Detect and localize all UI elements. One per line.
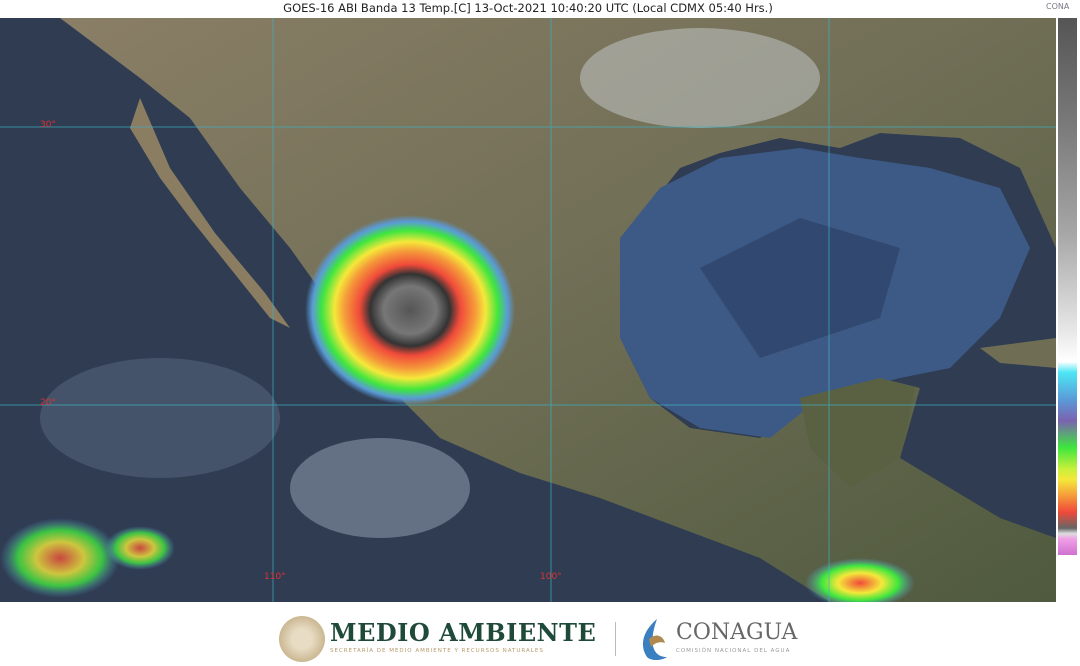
medio-ambiente-subtitle: SECRETARÍA DE MEDIO AMBIENTE Y RECURSOS … (330, 648, 544, 654)
temperature-colorbar (1058, 18, 1077, 555)
conagua-subtitle: COMISIÓN NACIONAL DEL AGUA (676, 648, 791, 654)
image-title: GOES-16 ABI Banda 13 Temp.[C] 13-Oct-202… (283, 1, 773, 15)
satellite-map: 30° 20° 110° 100° (0, 18, 1056, 602)
medio-ambiente-logo: MEDIO AMBIENTE (330, 618, 597, 647)
storm-cell (805, 558, 915, 602)
landmass (60, 18, 1056, 602)
satellite-image (0, 18, 1056, 602)
graticule (0, 18, 1056, 602)
footer-logos (0, 602, 1080, 666)
hurricane-pamela (305, 215, 515, 405)
lon-label-100: 100° (540, 572, 562, 582)
lat-label-30: 30° (40, 120, 56, 130)
clouds (40, 28, 820, 538)
lon-label-110: 110° (264, 572, 286, 582)
storm-cell (0, 518, 120, 598)
conagua-corner-logo: CONA (1046, 2, 1070, 11)
conagua-icon (642, 619, 667, 660)
mexico-seal-icon (279, 616, 325, 662)
conagua-logo: CONAGUA (676, 620, 798, 645)
logo-divider (615, 622, 616, 656)
storm-cell (105, 526, 175, 570)
lat-label-20: 20° (40, 398, 56, 408)
